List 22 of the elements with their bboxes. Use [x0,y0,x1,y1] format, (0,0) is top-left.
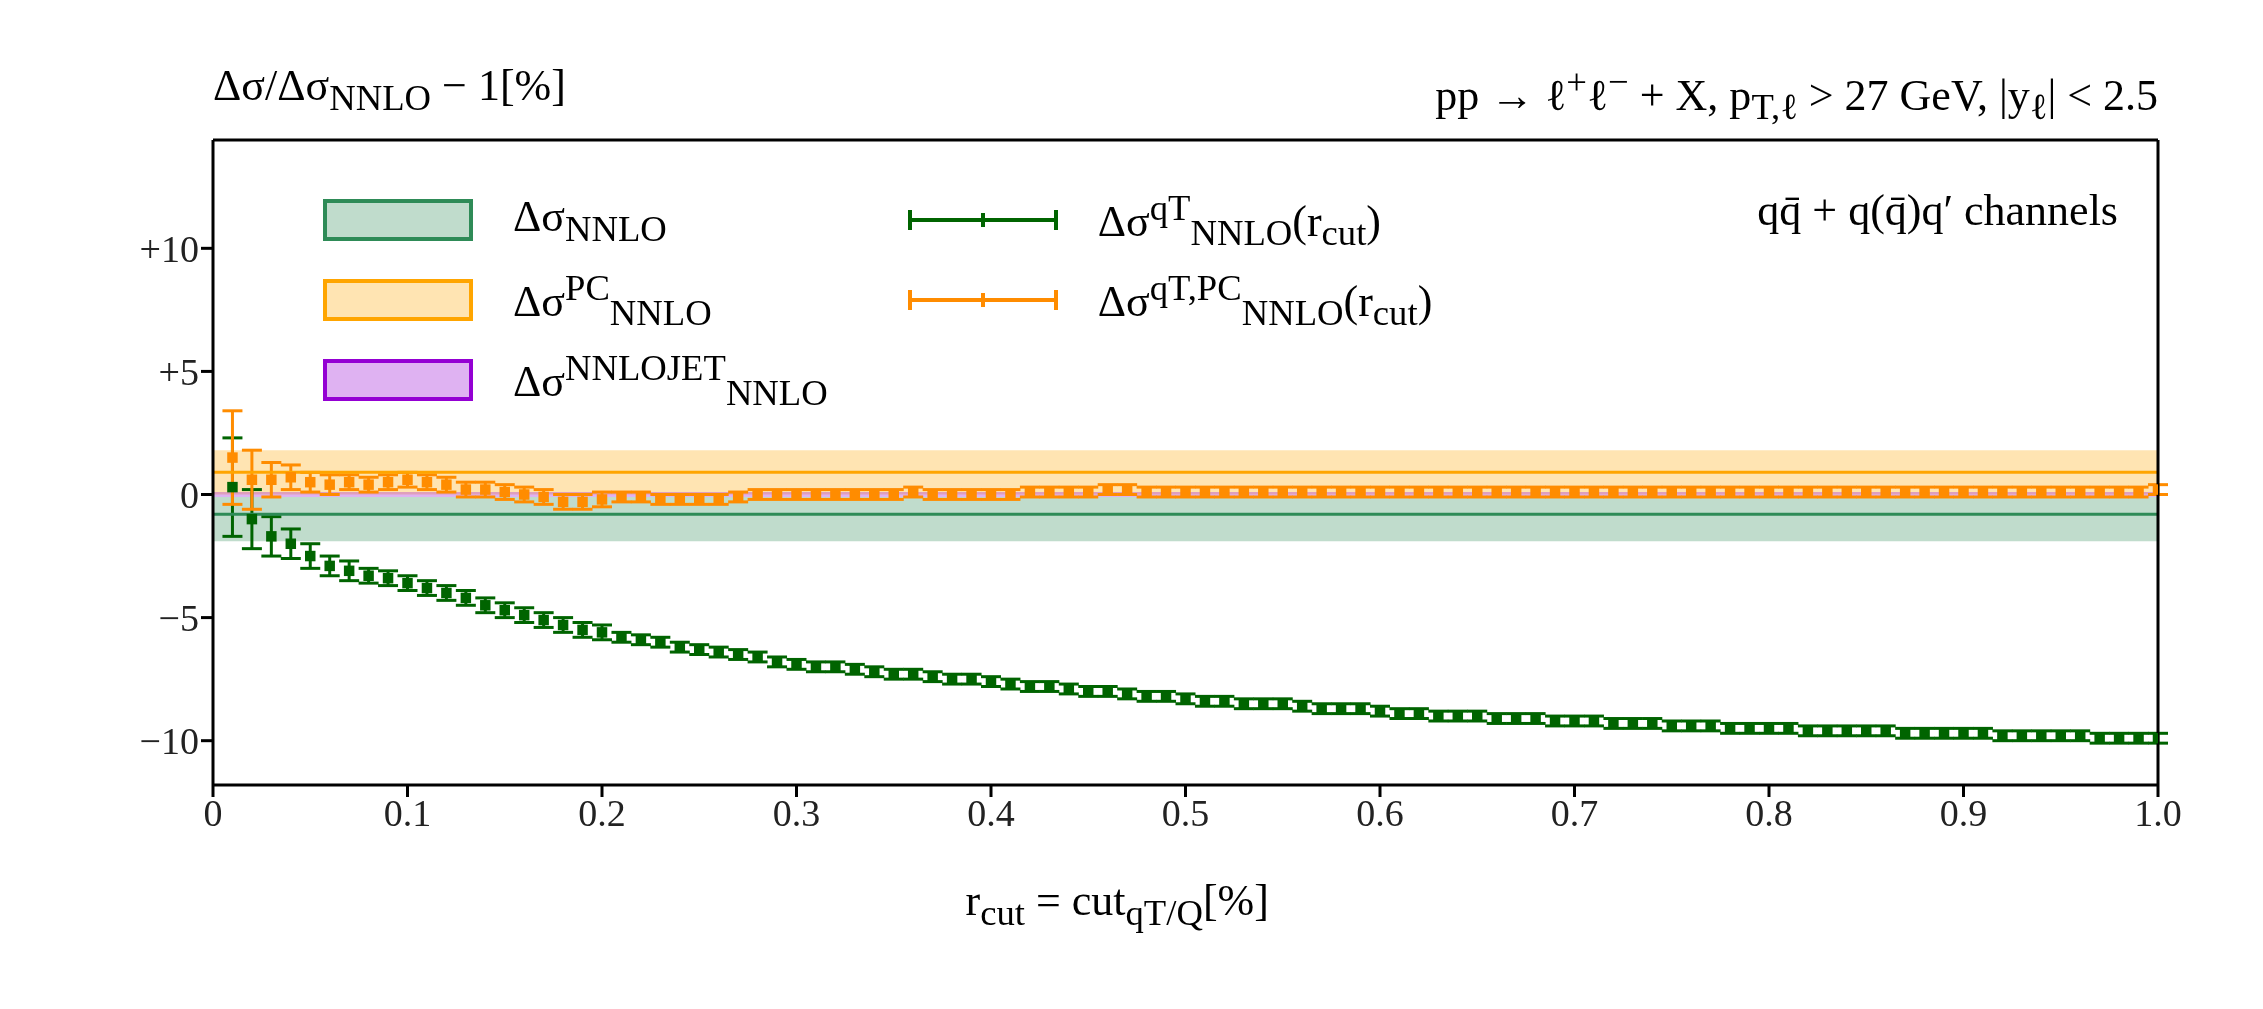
x-tick-label: 0.7 [1550,791,1599,834]
x-tick-label: 0.5 [1161,791,1210,834]
x-axis-title: r$_{cut}$ = cut$_{qT/Q}$[%] [965,875,1269,934]
y-axis-title: Δσ/Δσ$_{NNLO}$ − 1[%] [213,60,566,119]
y-tick-label: −10 [139,720,199,763]
legend-label: Δσ$^{qT,PC}$$_{NNLO}$(r$_{cut}$) [1097,265,1433,335]
annotation: qq̄ + q(q̄)q′ channels [1757,185,2118,236]
x-tick-label: 0.2 [578,791,626,834]
x-tick-label: 0.8 [1745,791,1793,834]
legend-label: Δσ$^{qT}$$_{NNLO}$(r$_{cut}$) [1097,185,1382,255]
y-tick-label: +10 [139,227,199,270]
x-tick-label: 0.3 [772,791,821,834]
x-tick-label: 1.0 [2134,791,2182,834]
x-tick-label: 0.6 [1356,791,1404,834]
y-tick-label: 0 [180,473,199,516]
legend-label: Δσ$_{NNLO}$ [513,190,667,250]
x-tick-label: 0.9 [1939,791,1988,834]
y-tick-label: +5 [158,350,199,393]
x-tick-label: 0.1 [383,791,432,834]
x-tick-label: 0.4 [967,791,1015,834]
chart-title: pp → ℓ$^{+}$ℓ$^{−}$ + X, p$_{T,ℓ}$ > 27 GeV, |y$_{ℓ}$| < 2.5 [1435,61,2158,128]
y-tick-label: −5 [158,597,199,640]
